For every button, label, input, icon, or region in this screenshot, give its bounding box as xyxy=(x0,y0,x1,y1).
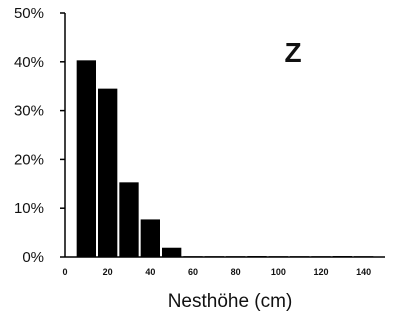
bars-layer xyxy=(76,60,374,258)
y-tick-label: 30% xyxy=(14,103,44,120)
x-tick-labels: 0 20 40 60 80 100 120 140 xyxy=(62,267,371,277)
axes-layer xyxy=(60,12,385,258)
x-tick-label: 100 xyxy=(271,267,286,277)
y-tick-label: 0% xyxy=(22,249,44,266)
bar-50 xyxy=(162,247,182,257)
bar-40 xyxy=(140,219,160,257)
bar-20 xyxy=(98,88,118,257)
x-tick-label: 80 xyxy=(231,267,241,277)
x-tick-label: 140 xyxy=(356,267,371,277)
bar-10 xyxy=(76,60,96,258)
x-axis-label: Nesthöhe (cm) xyxy=(168,291,293,312)
y-tick-label: 40% xyxy=(14,54,44,71)
y-tick-label: 10% xyxy=(14,200,44,217)
x-tick-label: 120 xyxy=(313,267,328,277)
x-tick-label: 0 xyxy=(62,267,67,277)
bar-30 xyxy=(119,182,139,257)
x-tick-label: 40 xyxy=(145,267,155,277)
y-tick-label: 20% xyxy=(14,151,44,168)
x-tick-label: 20 xyxy=(103,267,113,277)
y-tick-labels: 0% 10% 20% 30% 40% 50% xyxy=(14,5,44,266)
panel-label: Z xyxy=(284,37,301,68)
x-tick-label: 60 xyxy=(188,267,198,277)
y-tick-label: 50% xyxy=(14,5,44,22)
